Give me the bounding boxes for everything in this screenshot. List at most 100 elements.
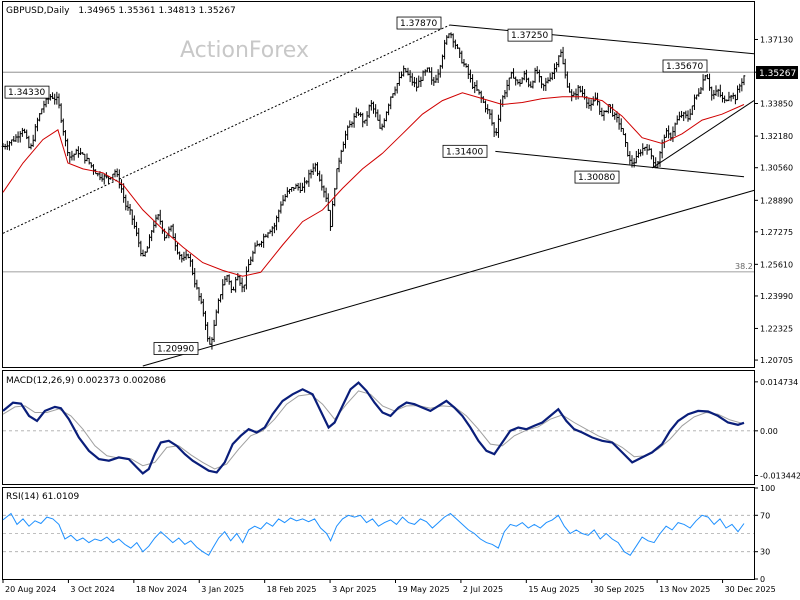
candle bbox=[507, 77, 511, 91]
candle bbox=[505, 79, 509, 98]
candle bbox=[527, 77, 530, 88]
candle bbox=[372, 101, 375, 114]
candle bbox=[249, 256, 253, 266]
price-annotation: 1.31400 bbox=[442, 144, 488, 158]
candle bbox=[652, 155, 655, 168]
candle bbox=[253, 242, 257, 254]
candle bbox=[6, 140, 9, 150]
candle bbox=[436, 69, 440, 83]
price-annotation: 1.35670 bbox=[662, 59, 708, 73]
candle bbox=[423, 69, 427, 76]
price-y-tick-label: 1.27275 bbox=[760, 228, 793, 237]
candle bbox=[708, 73, 711, 91]
price-y-tick-label: 1.28890 bbox=[760, 196, 793, 205]
candle bbox=[279, 201, 283, 214]
candle bbox=[415, 77, 418, 92]
candle bbox=[66, 138, 69, 157]
candle bbox=[311, 163, 315, 175]
candle bbox=[553, 63, 556, 80]
candle bbox=[18, 131, 22, 143]
candle bbox=[230, 280, 233, 293]
candle bbox=[148, 234, 151, 249]
price-y-tick-label: 1.30560 bbox=[760, 164, 793, 173]
candle bbox=[492, 122, 496, 138]
candle bbox=[90, 162, 93, 168]
candle bbox=[367, 104, 371, 118]
x-tick-label: 20 Aug 2024 bbox=[5, 585, 56, 594]
candle bbox=[432, 76, 436, 86]
candle bbox=[544, 77, 548, 91]
candle bbox=[514, 76, 517, 86]
price-annotation-label: 1.20990 bbox=[157, 345, 194, 355]
candle bbox=[42, 100, 46, 113]
candle bbox=[460, 50, 464, 64]
candle bbox=[736, 85, 739, 101]
candle bbox=[227, 274, 231, 285]
candle bbox=[348, 120, 352, 128]
candle bbox=[691, 105, 694, 116]
candle bbox=[503, 90, 507, 100]
candle bbox=[686, 110, 690, 122]
price-candles bbox=[1, 32, 746, 350]
candle bbox=[645, 143, 649, 155]
candle bbox=[212, 319, 216, 343]
candle bbox=[296, 182, 300, 191]
candle bbox=[128, 203, 132, 215]
candle bbox=[335, 168, 339, 190]
candle bbox=[370, 100, 373, 111]
trendline bbox=[449, 24, 755, 55]
candle bbox=[135, 221, 138, 237]
candle bbox=[693, 94, 696, 110]
fibonacci-level-label: 38.2 bbox=[735, 262, 753, 271]
candle bbox=[613, 112, 617, 120]
candle bbox=[83, 153, 87, 164]
candle bbox=[309, 169, 313, 179]
candle bbox=[395, 82, 399, 94]
candle bbox=[191, 259, 194, 276]
macd-panel-frame bbox=[2, 370, 755, 485]
candle bbox=[419, 76, 423, 88]
candle bbox=[273, 222, 276, 234]
candle bbox=[126, 200, 130, 211]
x-tick-label: 15 Aug 2025 bbox=[528, 585, 579, 594]
candle bbox=[471, 74, 474, 90]
candle bbox=[337, 157, 341, 173]
candle bbox=[497, 114, 500, 138]
candle bbox=[548, 73, 552, 82]
candle bbox=[49, 94, 52, 101]
candle bbox=[520, 77, 524, 84]
candle bbox=[361, 112, 365, 128]
moving-average-line bbox=[2, 92, 745, 277]
candle bbox=[382, 118, 386, 128]
candle bbox=[161, 220, 164, 234]
candle bbox=[473, 81, 477, 94]
candle bbox=[350, 121, 354, 128]
candle bbox=[137, 228, 141, 248]
candle bbox=[57, 93, 61, 109]
candle bbox=[697, 88, 701, 97]
rsi-line bbox=[2, 512, 745, 556]
trendline bbox=[651, 100, 755, 169]
candle bbox=[378, 114, 382, 129]
candle bbox=[120, 179, 123, 193]
candle bbox=[665, 128, 668, 138]
candle bbox=[365, 111, 369, 126]
rsi-title: RSI(14) 61.0109 bbox=[6, 492, 79, 502]
price-panel-frame bbox=[2, 1, 755, 368]
candle bbox=[262, 233, 265, 248]
price-trendlines bbox=[2, 24, 755, 367]
candle bbox=[264, 234, 268, 238]
candle bbox=[158, 209, 162, 225]
candle bbox=[398, 71, 401, 86]
x-tick-label: 18 Feb 2025 bbox=[267, 585, 317, 594]
candle bbox=[113, 169, 117, 178]
candle bbox=[673, 122, 677, 137]
x-tick-label: 13 Nov 2025 bbox=[659, 585, 710, 594]
candle bbox=[589, 99, 593, 111]
candle bbox=[174, 233, 177, 251]
candle bbox=[245, 266, 248, 290]
candle bbox=[413, 76, 416, 88]
candle bbox=[85, 153, 89, 162]
candle bbox=[77, 146, 80, 158]
